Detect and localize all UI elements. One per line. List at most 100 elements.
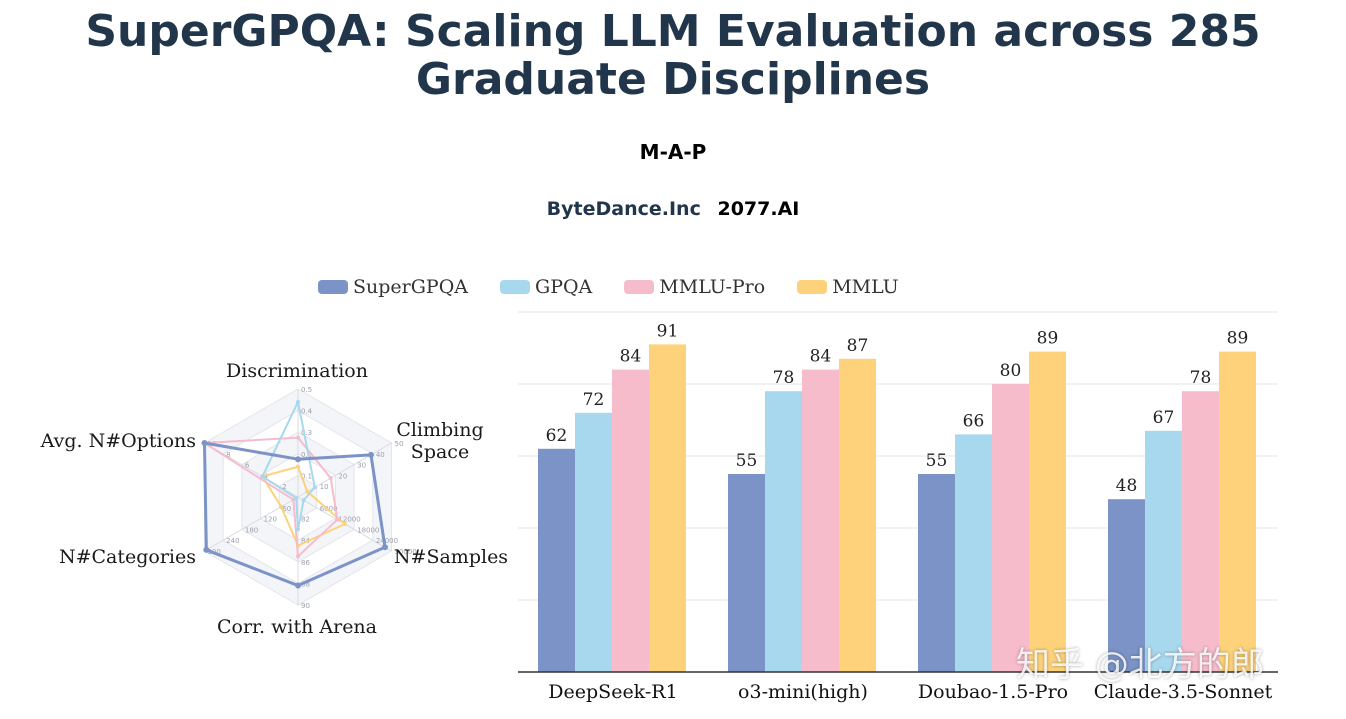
- radar-point-mmlu: [279, 504, 284, 509]
- radar-point-mmlu-pro: [296, 435, 300, 440]
- bar-value-label: 80: [1000, 361, 1022, 381]
- radar-chart: 0.10.20.30.40.51020304050600012000180002…: [40, 360, 508, 638]
- radar-tick-label: 82: [301, 516, 310, 524]
- bar-supergpqa-deepseek-r1: [538, 448, 575, 672]
- radar-tick-label: 60: [282, 505, 291, 513]
- radar-point-supergpqa: [201, 440, 208, 446]
- radar-axis-label: N#Samples: [394, 546, 508, 568]
- radar-point-gpqa: [260, 474, 265, 479]
- radar-tick-label: 2: [282, 483, 286, 491]
- radar-tick-label: 0.5: [301, 386, 312, 394]
- bar-chart: 62 72 84 91 DeepSeek-R1 55 78 84 87 o3-mini(high)…: [518, 311, 1278, 703]
- page-title: SuperGPQA: Scaling LLM Evaluation across…: [0, 8, 1346, 104]
- bar-value-label: 87: [847, 336, 869, 356]
- radar-tick-label: 30: [357, 462, 366, 470]
- radar-tick-label: 120: [264, 516, 277, 524]
- x-tick-label: Claude-3.5-Sonnet: [1094, 681, 1273, 703]
- legend-swatch-gpqa: [500, 280, 531, 294]
- radar-point-mmlu-pro: [335, 517, 340, 522]
- radar-point-mmlu-pro: [328, 476, 333, 481]
- chart-legend: SuperGPQA GPQA MMLU-Pro MMLU: [318, 276, 899, 298]
- legend-label-gpqa: GPQA: [535, 276, 593, 298]
- title-line-1: SuperGPQA: Scaling LLM Evaluation across…: [85, 6, 1261, 57]
- radar-tick-label: 18000: [357, 526, 379, 534]
- radar-point-supergpqa: [295, 582, 301, 589]
- radar-point-mmlu: [296, 464, 300, 469]
- bar-gpqa-claude-3-5-sonnet: [1145, 430, 1182, 672]
- radar-axis-label: Corr. with Arena: [217, 616, 377, 638]
- x-tick-label: DeepSeek-R1: [548, 681, 677, 703]
- author: M-A-P: [639, 140, 707, 164]
- bar-value-label: 84: [810, 347, 832, 367]
- radar-tick-label: 24000: [376, 537, 398, 545]
- bar-mmlu-pro-deepseek-r1: [612, 369, 649, 672]
- bar-mmlu-doubao-1-5-pro: [1029, 351, 1066, 672]
- bar-value-label: 62: [546, 426, 568, 446]
- bar-value-label: 55: [736, 451, 758, 471]
- affiliation-2077ai: 2077.AI: [717, 198, 800, 220]
- legend-swatch-supergpqa: [318, 280, 348, 294]
- bar-value-label: 66: [963, 411, 985, 431]
- bar-value-label: 78: [773, 368, 795, 388]
- legend-item-mmlu: MMLU: [797, 276, 899, 298]
- radar-tick-label: 90: [301, 602, 310, 610]
- radar-point-gpqa: [294, 496, 299, 501]
- radar-point-gpqa: [296, 527, 300, 532]
- bar-supergpqa-doubao-1-5-pro: [918, 474, 955, 672]
- affiliations: ByteDance.Inc 2077.AI: [0, 198, 1346, 220]
- radar-point-mmlu: [342, 522, 347, 526]
- radar-point-mmlu-pro: [296, 554, 300, 559]
- bar-value-label: 89: [1227, 329, 1249, 349]
- radar-point-supergpqa: [367, 451, 374, 458]
- bar-value-label: 67: [1153, 408, 1175, 428]
- bar-gpqa-o3-mini-high: [765, 391, 802, 672]
- bar-value-label: 55: [926, 451, 948, 471]
- radar-tick-label: 20: [338, 472, 347, 480]
- radar-point-gpqa: [301, 498, 306, 503]
- radar-axis-label: Avg. N#Options: [40, 430, 196, 452]
- radar-tick-label: 50: [395, 440, 404, 448]
- radar-tick-label: 6: [245, 462, 250, 470]
- radar-tick-label: 0.3: [301, 429, 312, 437]
- bar-supergpqa-claude-3-5-sonnet: [1108, 499, 1145, 672]
- bar-supergpqa-o3-mini-high: [728, 474, 765, 672]
- legend-label-mmlu-pro: MMLU-Pro: [659, 276, 766, 298]
- radar-tick-label: 240: [226, 537, 239, 545]
- radar-tick-label: 8: [226, 451, 230, 459]
- radar-tick-label: 86: [301, 559, 310, 567]
- legend-item-gpqa: GPQA: [500, 276, 592, 298]
- radar-tick-label: 180: [245, 526, 258, 534]
- affiliation-bytedance: ByteDance.Inc: [546, 198, 701, 220]
- bar-value-label: 72: [583, 390, 605, 410]
- legend-item-supergpqa: SuperGPQA: [318, 276, 468, 298]
- legend-swatch-mmlu-pro: [624, 280, 655, 294]
- radar-point-supergpqa: [295, 456, 301, 463]
- radar-point-supergpqa: [381, 544, 388, 551]
- radar-axis-label: Climbing Space: [396, 419, 483, 463]
- radar-point-gpqa: [312, 485, 317, 490]
- radar-tick-label: 0.1: [301, 472, 312, 480]
- radar-point-gpqa: [296, 399, 300, 404]
- legend-item-mmlu-pro: MMLU-Pro: [624, 276, 765, 298]
- bar-mmlu-claude-3-5-sonnet: [1219, 351, 1256, 672]
- bar-value-label: 89: [1037, 329, 1059, 349]
- bar-mmlu-pro-claude-3-5-sonnet: [1182, 391, 1219, 672]
- bar-value-label: 78: [1190, 368, 1212, 388]
- legend-label-mmlu: MMLU: [832, 276, 899, 298]
- bar-gpqa-doubao-1-5-pro: [955, 434, 992, 672]
- radar-point-supergpqa: [203, 546, 210, 553]
- radar-tick-label: 88: [301, 580, 310, 588]
- x-tick-label: o3-mini(high): [738, 681, 868, 703]
- radar-point-mmlu: [305, 489, 310, 494]
- radar-axis-label: N#Categories: [59, 546, 196, 568]
- legend-swatch-mmlu: [797, 280, 828, 294]
- watermark: 知乎 @北方的郎: [1016, 645, 1265, 685]
- bar-value-label: 48: [1116, 476, 1138, 496]
- radar-tick-label: 0.2: [301, 451, 312, 459]
- bar-mmlu-o3-mini-high: [839, 358, 876, 672]
- radar-tick-label: 30000: [395, 548, 417, 556]
- bar-value-label: 91: [657, 321, 679, 341]
- radar-tick-label: 12000: [338, 516, 360, 524]
- bar-mmlu-deepseek-r1: [649, 344, 686, 672]
